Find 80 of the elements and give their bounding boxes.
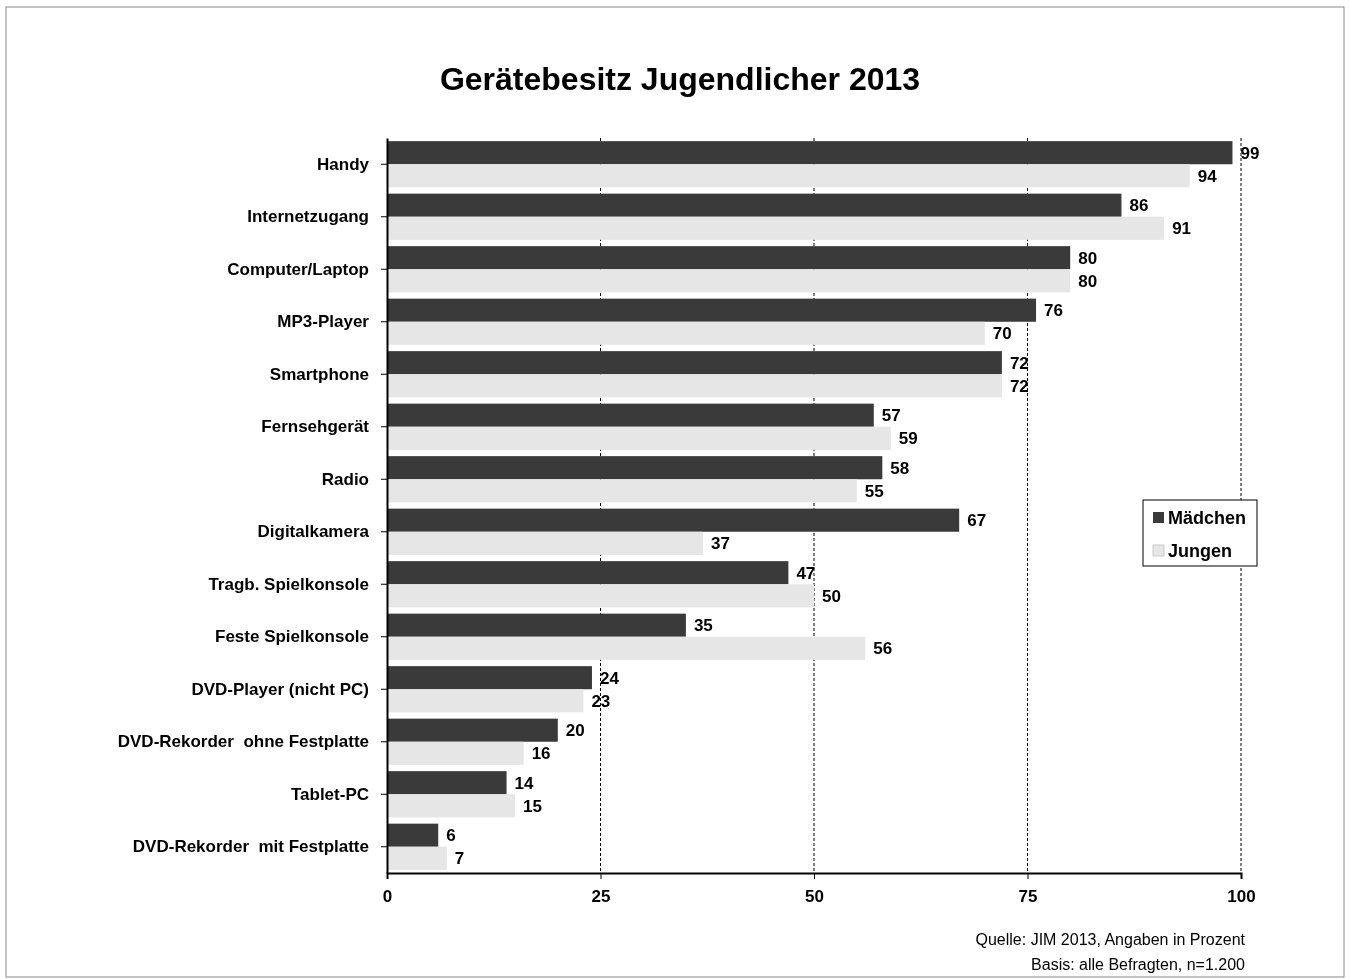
bar: [387, 374, 1002, 398]
data-label: 23: [591, 691, 611, 711]
data-label: 24: [599, 668, 620, 688]
data-label: 67: [967, 511, 987, 531]
data-label: 94: [1197, 166, 1218, 186]
y-tick-label: Smartphone: [269, 364, 369, 384]
bar: [387, 689, 584, 713]
bar: [387, 561, 789, 585]
data-label: 70: [992, 324, 1012, 344]
bar: [387, 403, 874, 427]
text: Basis: alle Befragten, n=1.200: [1031, 956, 1246, 973]
data-label: 80: [1078, 248, 1098, 268]
bar: [387, 246, 1071, 270]
data-label: 6: [446, 826, 456, 846]
data-label: 59: [898, 429, 918, 449]
y-tick-label: MP3-Player: [277, 312, 370, 332]
x-tick-label: 25: [591, 887, 611, 907]
bar: [387, 426, 891, 450]
y-tick-label: Tragb. Spielkonsole: [208, 574, 369, 594]
bar: [387, 141, 1233, 165]
bar: [387, 298, 1037, 322]
data-label: 58: [890, 458, 910, 478]
data-label: 56: [873, 639, 893, 659]
bar: [387, 741, 524, 765]
bar: [387, 164, 1190, 188]
data-label: 16: [531, 744, 551, 764]
data-label: 76: [1044, 301, 1063, 321]
bar: [387, 584, 814, 608]
data-label: 15: [523, 796, 543, 816]
bar: [387, 613, 686, 637]
bar: [387, 479, 857, 503]
bar: [387, 771, 507, 795]
data-label: 50: [822, 586, 841, 606]
data-label: 7: [454, 849, 465, 869]
y-tick-label: Fernsehgerät: [261, 417, 370, 437]
bar: [387, 216, 1165, 240]
y-tick-label: Radio: [321, 469, 369, 489]
data-label: 37: [710, 534, 730, 554]
data-label: 86: [1129, 196, 1149, 216]
bar: [387, 456, 883, 480]
legend-label: Jungen: [1168, 541, 1233, 561]
y-tick-label: Computer/Laptop: [227, 259, 369, 279]
data-label: 35: [693, 616, 713, 636]
data-label: 72: [1009, 353, 1029, 373]
bar: [387, 269, 1071, 293]
y-tick-label: Tablet-PC: [290, 784, 369, 804]
bar: [387, 823, 439, 847]
data-label: 80: [1078, 271, 1098, 291]
x-tick-label: 75: [1018, 887, 1038, 907]
y-tick-label: DVD-Rekorder ohne Festplatte: [117, 732, 369, 752]
y-tick-label: Feste Spielkonsole: [215, 627, 369, 647]
bar: [387, 508, 960, 532]
data-label: 47: [796, 563, 816, 583]
data-label: 99: [1240, 143, 1260, 163]
data-label: 20: [565, 721, 585, 741]
data-label: 14: [514, 773, 535, 793]
bar: [387, 794, 516, 818]
bar: [387, 666, 592, 690]
source-note: Quelle: JIM 2013, Angaben in Prozent: [975, 931, 1246, 948]
y-tick-label: DVD-Rekorder mit Festplatte: [132, 837, 369, 857]
bar: [387, 718, 558, 742]
bar: [387, 193, 1122, 217]
data-label: 91: [1172, 219, 1192, 239]
chart-title: Gerätebesitz Jugendlicher 2013: [439, 61, 921, 97]
data-label: 72: [1009, 376, 1029, 396]
y-tick-label: DVD-Player (nicht PC): [191, 679, 369, 699]
data-label: 57: [881, 406, 901, 426]
bar: [387, 321, 985, 345]
x-tick-label: 100: [1227, 887, 1256, 907]
x-tick-label: 50: [805, 887, 824, 907]
bar: [387, 531, 703, 555]
y-tick-label: Internetzugang: [247, 207, 369, 227]
bar: [387, 846, 447, 870]
y-tick-label: Digitalkamera: [257, 522, 370, 542]
x-tick-label: 0: [382, 887, 393, 907]
data-label: 55: [864, 481, 884, 501]
y-tick-label: Handy: [317, 154, 370, 174]
legend-label: Mädchen: [1168, 508, 1247, 528]
bar: [387, 351, 1002, 375]
bar: [387, 636, 866, 660]
